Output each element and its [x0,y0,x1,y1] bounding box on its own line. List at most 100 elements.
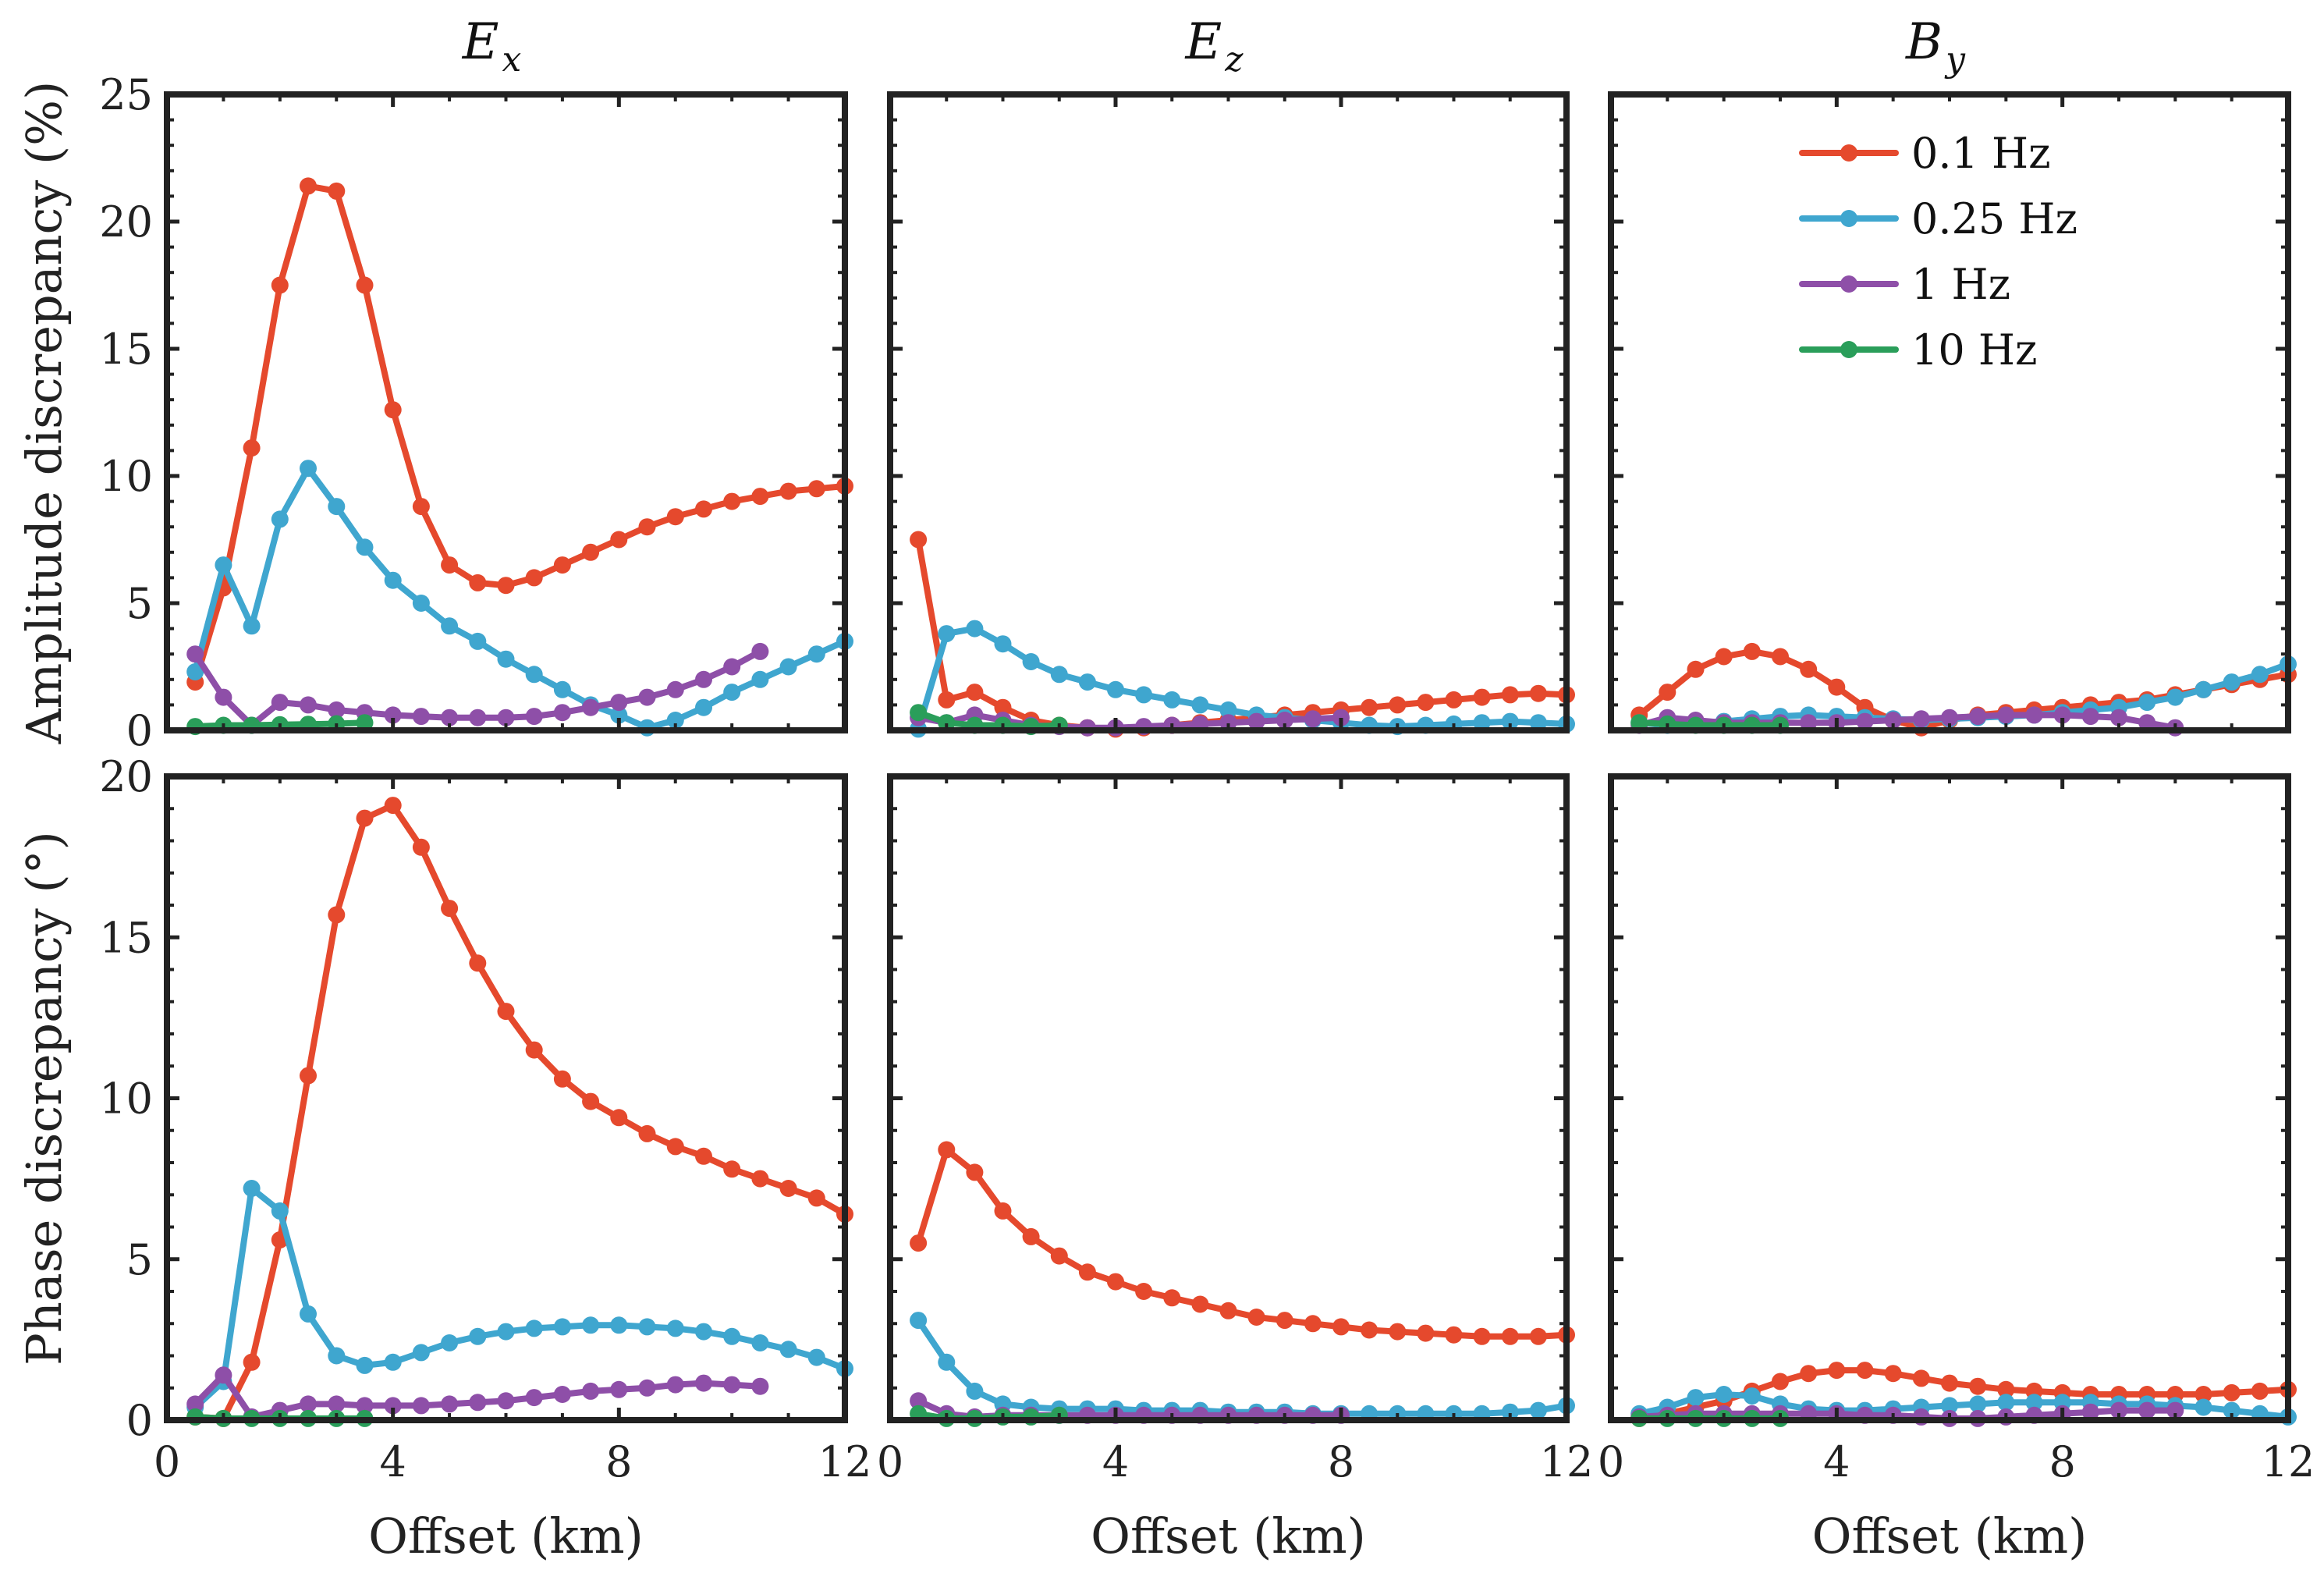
data-point-0.25hz [525,666,543,684]
data-point-0.1hz [938,1141,956,1159]
data-point-1hz [695,670,712,688]
data-point-0.1hz [412,498,430,516]
data-point-0.1hz [1912,1369,1930,1387]
data-point-0.25hz [723,1327,741,1345]
data-point-1hz [751,642,769,660]
data-point-0.1hz [1687,660,1705,678]
data-point-0.25hz [328,498,346,516]
panel-r0-c0: 0 5 10 15 20 25 [99,70,853,755]
data-point-0.1hz [271,276,289,294]
data-point-0.25hz [1135,686,1153,704]
data-point-1hz [186,645,204,663]
x-tick-label: 12 [2262,1437,2315,1486]
data-point-0.25hz [1473,714,1491,732]
data-point-0.1hz [1501,686,1519,704]
data-point-0.1hz [1389,1323,1407,1341]
data-point-0.25hz [412,1344,430,1362]
data-point-0.1hz [666,1138,684,1156]
x-tick-label: 4 [379,1437,406,1486]
x-tick-label: 8 [2049,1437,2075,1486]
data-point-0.1hz [1361,698,1378,716]
data-point-0.25hz [1743,1387,1761,1405]
x-axis-label-col-0: Offset (km) [368,1508,644,1564]
data-point-1hz [2138,714,2156,732]
data-point-0.25hz [441,617,459,635]
panel-r1-c0: 0 5 10 15 20 0 4 8 12 [99,752,871,1486]
data-point-1hz [497,1392,515,1410]
data-point-0.1hz [1715,648,1733,666]
data-point-1hz [412,1397,430,1415]
x-tick-label: 12 [1540,1437,1594,1486]
data-point-0.25hz [300,1305,317,1323]
legend-marker [1840,275,1857,293]
data-point-0.25hz [215,556,232,574]
legend-label: 10 Hz [1911,325,2037,375]
data-point-0.1hz [1884,1365,1902,1383]
data-point-0.25hz [2025,1394,2043,1412]
data-point-0.25hz [779,1341,797,1358]
data-point-1hz [638,1379,656,1397]
data-point-0.1hz [384,401,402,419]
data-point-0.1hz [1417,694,1435,712]
legend-marker [1840,144,1857,162]
data-point-0.25hz [1715,1386,1733,1403]
data-point-1hz [910,1392,928,1410]
data-point-0.25hz [695,1323,712,1341]
y-axis-label-row-1: Phase discrepancy (°) [16,831,73,1366]
data-point-1hz [2138,1401,2156,1419]
panel-r0-c1 [887,91,1575,738]
data-point-0.1hz [553,556,571,574]
data-point-0.25hz [1529,1401,1547,1419]
x-axis-label-col-1: Offset (km) [1091,1508,1366,1564]
series-line-0.25hz [192,1185,848,1411]
data-point-0.25hz [1107,680,1124,698]
data-point-0.1hz [1941,1374,1958,1392]
data-point-1hz [723,1376,741,1394]
data-point-0.1hz [1219,1302,1237,1319]
data-point-1hz [2110,1401,2127,1419]
data-point-1hz [1247,712,1265,730]
data-point-0.1hz [610,531,628,549]
data-point-0.25hz [356,538,374,556]
data-point-0.25hz [469,1327,487,1345]
data-point-0.1hz [328,182,346,200]
data-point-0.25hz [1529,714,1547,732]
data-point-1hz [1276,712,1293,729]
data-point-0.25hz [1941,1397,1958,1415]
data-point-1hz [186,1395,204,1413]
data-point-0.25hz [1163,691,1181,709]
data-point-1hz [525,708,543,726]
legend-label: 0.25 Hz [1911,194,2077,243]
data-point-0.25hz [1191,696,1209,714]
data-point-0.1hz [1856,1362,1874,1380]
data-point-0.1hz [938,691,956,709]
data-point-0.25hz [994,635,1012,653]
data-point-0.1hz [384,797,402,815]
data-point-1hz [1304,710,1322,728]
data-point-0.1hz [723,492,741,510]
data-point-0.25hz [271,1202,289,1220]
data-point-0.25hz [441,1334,459,1351]
data-point-0.25hz [1050,666,1068,684]
data-point-0.1hz [910,531,928,549]
data-point-10hz [938,714,956,732]
data-point-0.25hz [2166,688,2184,706]
legend-marker [1840,210,1857,227]
data-point-0.1hz [779,482,797,500]
data-point-0.1hz [666,508,684,526]
data-point-1hz [1941,709,1958,726]
data-point-1hz [215,1366,232,1384]
data-point-10hz [356,714,374,732]
data-point-1hz [469,709,487,726]
data-point-0.1hz [1050,1247,1068,1265]
panel-frame [1608,773,2291,1423]
data-point-0.25hz [751,670,769,688]
data-point-0.25hz [1078,673,1096,691]
y-tick-label: 5 [126,579,153,628]
data-point-0.1hz [751,488,769,506]
data-point-0.25hz [610,1316,628,1334]
data-point-1hz [666,680,684,698]
x-axis-label-col-2: Offset (km) [1812,1508,2088,1564]
x-tick-label: 0 [1598,1437,1624,1486]
data-point-1hz [610,694,628,712]
